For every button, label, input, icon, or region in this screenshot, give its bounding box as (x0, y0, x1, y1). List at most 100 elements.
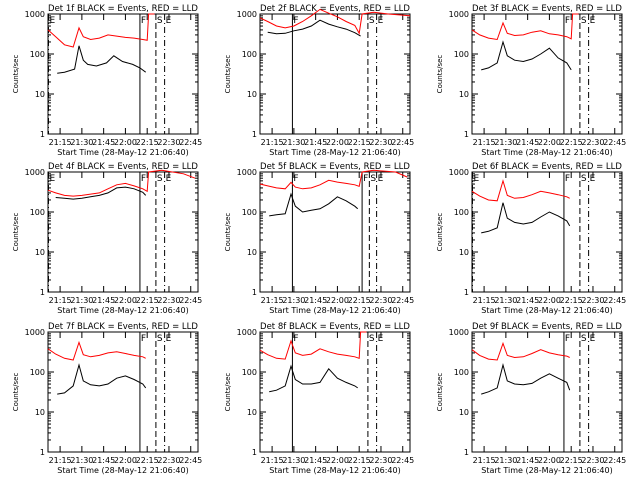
detector-panel-6: 1 10 100 1000 21:1521:3021:4522:0022:1522:30… (436, 162, 626, 315)
x-tick-label: 21:30 (70, 456, 93, 465)
x-tick-label: 22:45 (391, 456, 414, 465)
marker-label: S (157, 174, 163, 184)
y-tick-label: 10 (35, 248, 45, 257)
y-tick-label: 100 (242, 208, 257, 217)
y-axis-label: Counts/sec (224, 373, 232, 412)
x-tick-label: 21:45 (516, 138, 539, 147)
x-tick-label: 21:15 (261, 296, 284, 305)
y-tick-label: 1 (40, 130, 45, 139)
y-tick-label: 1000 (237, 10, 257, 19)
marker-label: S (581, 16, 587, 26)
x-tick-label: 22:00 (538, 456, 561, 465)
detector-panel-8: 1 10 100 1000 21:1521:3021:4522:0022:1522:30… (224, 322, 414, 475)
y-axis-label: Counts/sec (436, 373, 444, 412)
x-tick-label: 22:45 (603, 456, 626, 465)
x-tick-label: 21:15 (49, 456, 72, 465)
marker-label: E (166, 174, 172, 184)
detector-panel-1: 1 10 100 1000 21:1521:3021:4522:0022:1522:30… (12, 4, 202, 157)
marker-label: E (166, 16, 172, 26)
x-tick-label: 21:15 (49, 138, 72, 147)
marker-label: F (141, 334, 146, 344)
detector-panel-3: 1 10 100 1000 21:1521:3021:4522:0022:1522:30… (436, 4, 626, 157)
x-tick-label: 21:45 (516, 296, 539, 305)
x-tick-label: 22:00 (114, 296, 137, 305)
y-tick-label: 1000 (449, 168, 469, 177)
y-tick-label: 1000 (25, 10, 45, 19)
x-tick-label: 21:30 (494, 456, 517, 465)
plot-frame (47, 171, 199, 293)
x-tick-label: 21:30 (282, 456, 305, 465)
events-series-line (57, 45, 146, 74)
marker-label: F (293, 174, 298, 184)
y-tick-label: 1 (40, 448, 45, 457)
x-tick-label: 22:00 (114, 456, 137, 465)
plot-frame (471, 13, 623, 135)
y-tick-label: 100 (30, 50, 45, 59)
x-tick-label: 22:30 (369, 138, 392, 147)
y-tick-label: 10 (35, 408, 45, 417)
x-tick-label: 21:30 (70, 296, 93, 305)
y-tick-label: 1000 (449, 10, 469, 19)
x-tick-label: 22:45 (603, 296, 626, 305)
x-tick-label: 21:45 (92, 456, 115, 465)
y-tick-label: 100 (242, 50, 257, 59)
x-tick-label: 22:15 (136, 138, 159, 147)
x-axis-label: Start Time (28-May-12 21:06:40) (57, 148, 188, 157)
x-tick-label: 22:15 (560, 296, 583, 305)
y-tick-label: 10 (247, 90, 257, 99)
panel-title: Det 3f BLACK = Events, RED = LLD (472, 4, 622, 14)
x-axis-label: Start Time (28-May-12 21:06:40) (481, 148, 612, 157)
x-tick-label: 21:15 (261, 138, 284, 147)
marker-label: F (141, 174, 146, 184)
events-series-line (55, 186, 147, 200)
y-tick-label: 1000 (237, 168, 257, 177)
marker-label: F (363, 174, 368, 184)
events-series-line (481, 202, 571, 234)
detector-panel-9: 1 10 100 1000 21:1521:3021:4522:0022:1522:30… (436, 322, 626, 475)
x-tick-label: 21:45 (304, 138, 327, 147)
x-tick-label: 21:30 (282, 138, 305, 147)
x-axis-label: Start Time (28-May-12 21:06:40) (481, 466, 612, 475)
y-tick-label: 10 (459, 248, 469, 257)
y-tick-label: 1000 (237, 328, 257, 337)
lld-series-line (259, 331, 367, 360)
events-series-line (269, 192, 359, 217)
x-tick-label: 21:45 (92, 296, 115, 305)
x-tick-label: 21:15 (261, 456, 284, 465)
x-tick-label: 21:45 (516, 456, 539, 465)
marker-label: E (378, 334, 384, 344)
detector-panel-7: 1 10 100 1000 21:1521:3021:4522:0022:1522:30… (12, 322, 202, 475)
x-tick-label: 22:15 (136, 456, 159, 465)
x-tick-label: 21:15 (473, 296, 496, 305)
x-tick-label: 22:45 (179, 456, 202, 465)
y-tick-label: 1000 (449, 328, 469, 337)
x-axis-label: Start Time (28-May-12 21:06:40) (269, 306, 400, 315)
y-tick-label: 1 (252, 130, 257, 139)
x-axis-label: Start Time (28-May-12 21:06:40) (57, 306, 188, 315)
marker-label: E (49, 174, 55, 184)
plot-frame (259, 331, 411, 453)
x-tick-label: 21:15 (473, 138, 496, 147)
x-tick-label: 21:30 (494, 138, 517, 147)
marker-label: E (590, 334, 596, 344)
x-tick-label: 22:45 (391, 296, 414, 305)
x-tick-label: 22:45 (603, 138, 626, 147)
y-axis-label: Counts/sec (12, 55, 20, 94)
y-tick-label: 1 (464, 288, 469, 297)
lld-series-line (47, 169, 196, 197)
marker-label: E (166, 334, 172, 344)
plot-frame (471, 331, 623, 453)
y-axis-label: Counts/sec (224, 213, 232, 252)
x-tick-label: 22:30 (581, 138, 604, 147)
x-tick-label: 22:45 (391, 138, 414, 147)
x-axis-label: Start Time (28-May-12 21:06:40) (269, 466, 400, 475)
x-tick-label: 22:15 (560, 456, 583, 465)
detector-panel-4: 1 10 100 1000 21:1521:3021:4522:0022:1522:30… (12, 162, 202, 315)
x-tick-label: 21:45 (304, 296, 327, 305)
detector-panel-5: 1 10 100 1000 21:1521:3021:4522:0022:1522:30… (224, 162, 414, 315)
y-tick-label: 100 (242, 368, 257, 377)
y-tick-label: 1 (252, 288, 257, 297)
panel-title: Det 4f BLACK = Events, RED = LLD (48, 162, 198, 172)
marker-label: E (49, 16, 55, 26)
marker-label: S (581, 334, 587, 344)
